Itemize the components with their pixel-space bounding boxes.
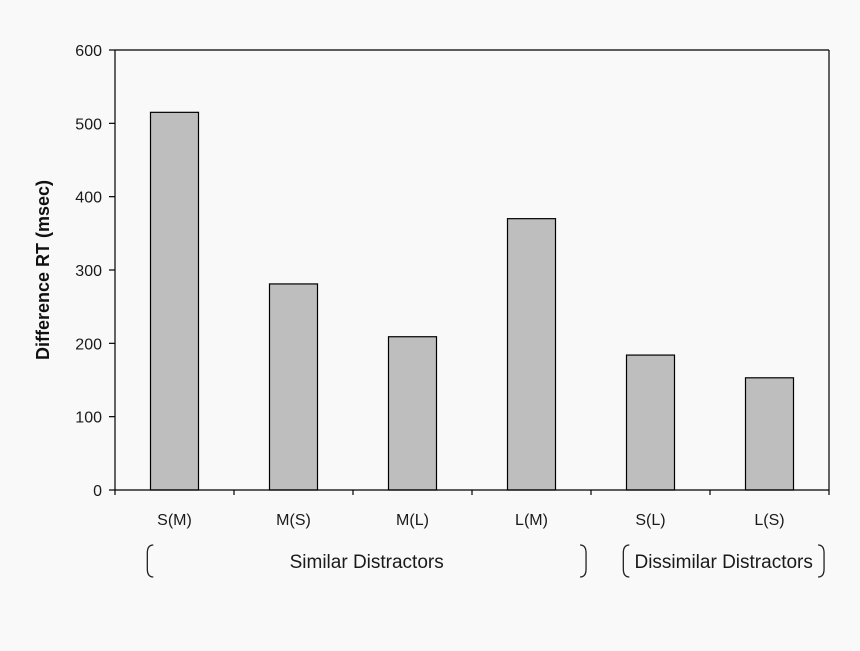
group-bracket-close-0 <box>580 544 587 578</box>
bar-5 <box>744 377 795 491</box>
x-ticks-layer: S(M) M(S) M(L) L(M) S(L) L(S) <box>114 490 830 529</box>
bar-4 <box>625 354 676 491</box>
axes-layer <box>114 49 830 491</box>
bar-0 <box>149 111 200 491</box>
y-tick-label-3: 300 <box>75 263 102 280</box>
group-brackets-layer: Similar Distractors Dissimilar Distractor… <box>146 544 825 578</box>
bar-2 <box>387 336 438 491</box>
x-tick-label-2: M(L) <box>396 512 429 529</box>
y-tick-label-1: 100 <box>75 410 102 427</box>
group-label-0: Similar Distractors <box>290 552 444 573</box>
bar-1 <box>268 283 319 491</box>
y-tick-label-6: 600 <box>75 43 102 60</box>
y-tick-label-5: 500 <box>75 116 102 133</box>
y-axis-title: Difference RT (msec) <box>33 180 53 360</box>
x-tick-label-1: M(S) <box>276 512 311 529</box>
bar-3 <box>506 218 557 491</box>
x-tick-label-4: S(L) <box>635 512 665 529</box>
group-bracket-close-1 <box>818 544 825 578</box>
group-bracket-open-1 <box>622 544 630 578</box>
bars-layer <box>149 111 795 491</box>
y-ticks-layer: 0 100 200 300 400 500 600 <box>75 43 115 500</box>
y-tick-label-2: 200 <box>75 336 102 353</box>
group-label-1: Dissimilar Distractors <box>634 552 812 573</box>
group-bracket-open-0 <box>146 544 154 578</box>
y-tick-label-4: 400 <box>75 190 102 207</box>
x-tick-label-5: L(S) <box>754 512 784 529</box>
y-tick-label-0: 0 <box>93 483 102 500</box>
x-tick-label-3: L(M) <box>515 512 548 529</box>
x-tick-label-0: S(M) <box>157 512 192 529</box>
